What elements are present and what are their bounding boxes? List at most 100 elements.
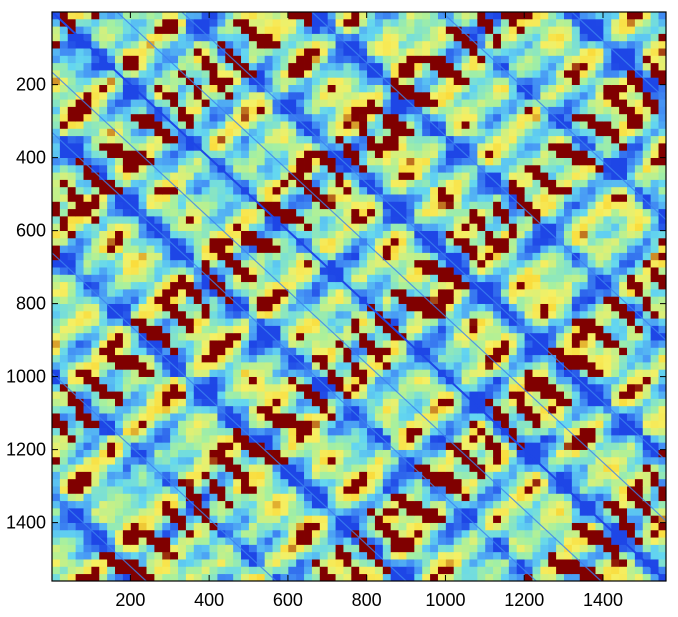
heatmap-cell — [233, 559, 242, 568]
heatmap-cell — [311, 99, 321, 108]
heatmap-cell — [461, 544, 470, 553]
heatmap-cell — [241, 442, 250, 451]
heatmap-cell — [288, 201, 297, 210]
heatmap-cell — [548, 121, 557, 130]
heatmap-cell — [367, 435, 376, 444]
heatmap-cell — [248, 260, 258, 268]
heatmap-cell — [548, 99, 557, 108]
heatmap-cell — [288, 384, 297, 392]
heatmap-cell — [304, 464, 313, 473]
heatmap-cell — [548, 194, 557, 203]
heatmap-cell — [67, 230, 77, 239]
heatmap-cell — [540, 384, 549, 392]
heatmap-cell — [154, 289, 163, 298]
heatmap-cell — [390, 26, 399, 35]
heatmap-cell — [91, 209, 100, 217]
heatmap-cell — [154, 413, 163, 422]
heatmap-cell — [461, 566, 470, 575]
heatmap-cell — [304, 355, 313, 363]
heatmap-cell — [83, 209, 92, 217]
heatmap-cell — [319, 398, 329, 407]
heatmap-cell — [59, 128, 69, 137]
heatmap-cell — [406, 369, 415, 378]
heatmap-cell — [272, 63, 281, 71]
heatmap-cell — [493, 566, 502, 575]
heatmap-cell — [406, 457, 415, 465]
heatmap-cell — [178, 552, 187, 560]
heatmap-cell — [280, 471, 289, 480]
heatmap-cell — [99, 150, 108, 159]
heatmap-cell — [327, 48, 336, 57]
heatmap-cell — [430, 376, 439, 385]
heatmap-cell — [107, 143, 116, 152]
heatmap-cell — [248, 501, 258, 509]
heatmap-cell — [382, 471, 392, 480]
heatmap-cell — [390, 303, 399, 312]
heatmap-cell — [548, 19, 557, 27]
heatmap-cell — [319, 311, 329, 319]
heatmap-cell — [540, 216, 549, 225]
heatmap-cell — [280, 486, 289, 495]
heatmap-cell — [91, 413, 100, 422]
heatmap-cell — [493, 194, 502, 203]
heatmap-cell — [52, 442, 61, 451]
heatmap-cell — [304, 223, 313, 232]
heatmap-cell — [532, 136, 541, 144]
heatmap-cell — [178, 442, 187, 451]
heatmap-cell — [280, 413, 289, 422]
heatmap-cell — [335, 70, 344, 79]
heatmap-cell — [201, 508, 210, 517]
heatmap-cell — [311, 522, 321, 531]
heatmap-cell — [311, 391, 321, 400]
heatmap-cell — [398, 128, 407, 137]
heatmap-cell — [178, 530, 187, 538]
heatmap-cell — [67, 449, 77, 458]
heatmap-cell — [170, 318, 179, 327]
heatmap-cell — [327, 376, 336, 385]
heatmap-cell — [493, 209, 502, 217]
heatmap-cell — [225, 179, 234, 188]
heatmap-cell — [75, 245, 84, 254]
heatmap-cell — [469, 33, 478, 42]
heatmap-cell — [335, 143, 344, 152]
heatmap-cell — [241, 41, 250, 49]
heatmap-cell — [532, 12, 541, 20]
heatmap-cell — [264, 230, 273, 239]
heatmap-cell — [272, 252, 281, 261]
heatmap-cell — [500, 230, 510, 239]
heatmap-cell — [422, 303, 431, 312]
heatmap-cell — [225, 420, 234, 429]
heatmap-cell — [162, 121, 171, 130]
heatmap-cell — [382, 515, 392, 524]
heatmap-cell — [241, 26, 250, 35]
heatmap-cell — [59, 194, 69, 203]
heatmap-cell — [524, 384, 533, 392]
heatmap-cell — [280, 406, 289, 414]
heatmap-cell — [209, 479, 218, 487]
heatmap-cell — [477, 26, 486, 35]
heatmap-cell — [422, 457, 431, 465]
heatmap-cell — [83, 303, 92, 312]
heatmap-cell — [327, 252, 336, 261]
heatmap-cell — [311, 311, 321, 319]
heatmap-cell — [430, 442, 439, 451]
heatmap-cell — [52, 55, 61, 64]
heatmap-cell — [241, 537, 250, 546]
heatmap-cell — [367, 391, 376, 400]
heatmap-cell — [233, 574, 242, 582]
heatmap-cell — [193, 376, 203, 385]
heatmap-cell — [130, 282, 140, 290]
heatmap-cell — [185, 77, 195, 86]
heatmap-cell — [477, 413, 486, 422]
heatmap-cell — [130, 530, 140, 538]
heatmap-cell — [107, 70, 116, 79]
heatmap-cell — [99, 114, 108, 122]
heatmap-cell — [461, 522, 470, 531]
heatmap-cell — [493, 252, 502, 261]
heatmap-cell — [107, 479, 116, 487]
heatmap-cell — [335, 369, 344, 378]
heatmap-cell — [493, 457, 502, 465]
heatmap-cell — [272, 435, 281, 444]
heatmap-cell — [445, 537, 455, 546]
heatmap-cell — [170, 398, 179, 407]
